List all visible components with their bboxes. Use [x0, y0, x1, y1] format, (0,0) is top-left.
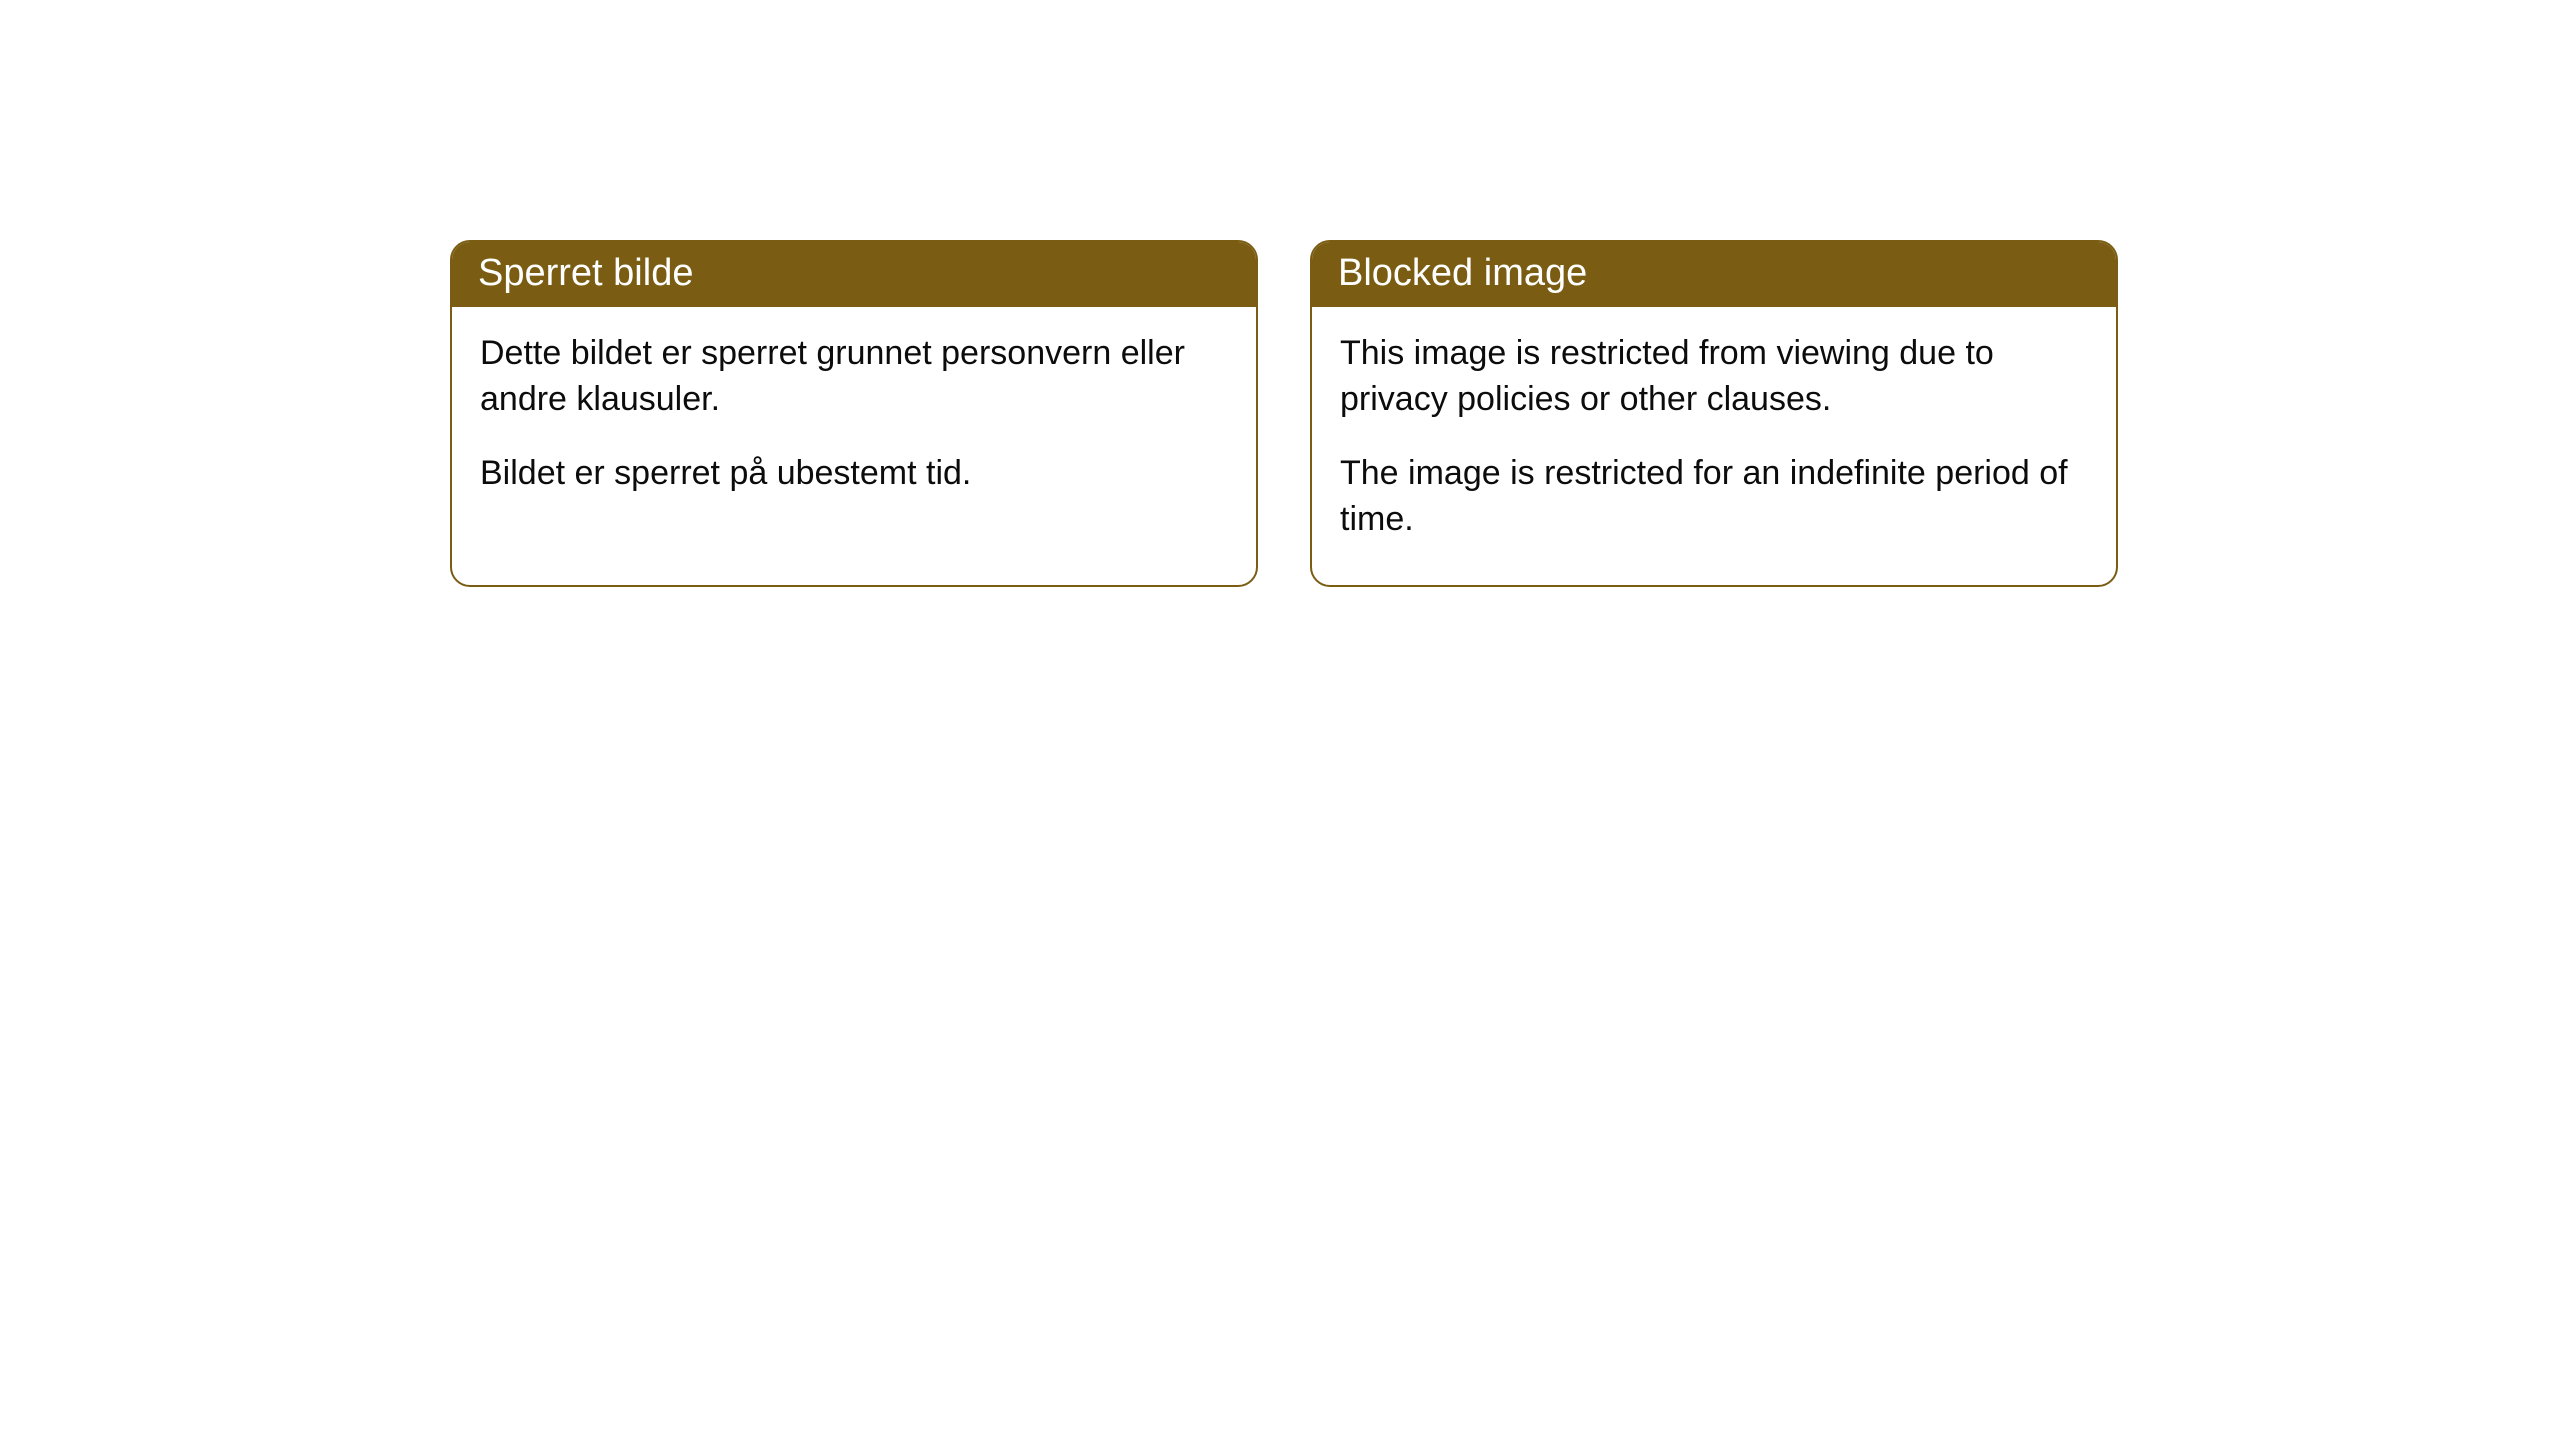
card-header-english: Blocked image [1312, 242, 2116, 307]
blocked-image-card-english: Blocked image This image is restricted f… [1310, 240, 2118, 587]
blocked-image-card-norwegian: Sperret bilde Dette bildet er sperret gr… [450, 240, 1258, 587]
notice-paragraph-1-no: Dette bildet er sperret grunnet personve… [480, 331, 1228, 423]
card-body-english: This image is restricted from viewing du… [1312, 307, 2116, 585]
notice-cards-container: Sperret bilde Dette bildet er sperret gr… [450, 240, 2118, 587]
notice-paragraph-2-en: The image is restricted for an indefinit… [1340, 451, 2088, 543]
notice-paragraph-2-no: Bildet er sperret på ubestemt tid. [480, 451, 1228, 497]
notice-paragraph-1-en: This image is restricted from viewing du… [1340, 331, 2088, 423]
card-header-norwegian: Sperret bilde [452, 242, 1256, 307]
card-body-norwegian: Dette bildet er sperret grunnet personve… [452, 307, 1256, 539]
